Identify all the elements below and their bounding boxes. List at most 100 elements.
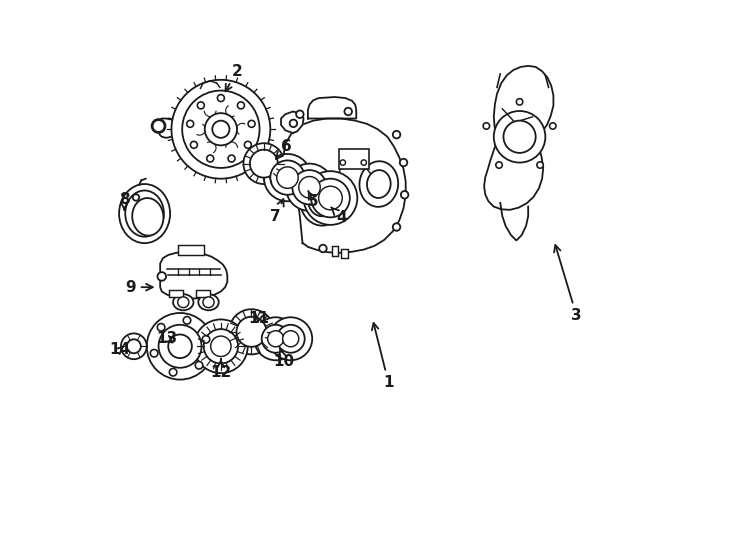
Circle shape: [172, 80, 270, 179]
Circle shape: [133, 194, 139, 201]
Circle shape: [483, 123, 490, 129]
Text: 7: 7: [270, 199, 283, 224]
FancyBboxPatch shape: [332, 246, 338, 256]
Polygon shape: [159, 118, 186, 138]
Circle shape: [311, 179, 350, 218]
Circle shape: [168, 334, 192, 358]
Circle shape: [212, 120, 230, 138]
Circle shape: [393, 223, 400, 231]
Polygon shape: [284, 118, 406, 253]
Circle shape: [400, 159, 407, 166]
Circle shape: [190, 141, 197, 149]
FancyBboxPatch shape: [178, 245, 203, 255]
Ellipse shape: [126, 191, 164, 237]
Circle shape: [290, 119, 297, 127]
Circle shape: [296, 111, 304, 118]
Circle shape: [248, 120, 255, 127]
Circle shape: [537, 162, 543, 168]
Text: 8: 8: [119, 192, 129, 210]
Circle shape: [286, 164, 333, 211]
Text: 13: 13: [156, 331, 178, 346]
Circle shape: [121, 333, 147, 359]
Circle shape: [299, 177, 320, 198]
FancyBboxPatch shape: [170, 291, 183, 297]
Circle shape: [207, 155, 214, 162]
Ellipse shape: [178, 297, 189, 308]
Circle shape: [254, 318, 297, 360]
Circle shape: [237, 102, 244, 109]
Circle shape: [401, 191, 408, 199]
Circle shape: [319, 186, 342, 210]
Text: 3: 3: [554, 245, 582, 323]
Circle shape: [229, 309, 274, 354]
Ellipse shape: [173, 294, 194, 310]
Circle shape: [184, 316, 191, 324]
Circle shape: [157, 323, 165, 331]
Circle shape: [494, 111, 545, 163]
Ellipse shape: [132, 198, 164, 235]
Circle shape: [228, 155, 235, 162]
Ellipse shape: [308, 184, 335, 216]
Ellipse shape: [367, 170, 390, 198]
Text: 9: 9: [126, 280, 153, 295]
Circle shape: [127, 339, 141, 353]
Text: 11: 11: [248, 311, 269, 326]
Text: 1: 1: [372, 323, 393, 390]
Circle shape: [244, 143, 284, 184]
Circle shape: [217, 94, 225, 102]
Circle shape: [262, 325, 290, 353]
Ellipse shape: [119, 184, 170, 243]
FancyBboxPatch shape: [339, 148, 368, 169]
Circle shape: [550, 123, 556, 129]
Polygon shape: [181, 87, 225, 131]
Circle shape: [147, 313, 214, 380]
Circle shape: [268, 330, 284, 347]
Circle shape: [211, 336, 231, 356]
FancyBboxPatch shape: [196, 291, 210, 297]
Ellipse shape: [360, 161, 398, 207]
Circle shape: [292, 170, 327, 205]
Circle shape: [152, 119, 165, 132]
Circle shape: [496, 162, 502, 168]
Ellipse shape: [198, 294, 219, 310]
Text: 14: 14: [109, 342, 131, 357]
Circle shape: [393, 131, 400, 138]
Polygon shape: [308, 97, 356, 118]
Circle shape: [203, 335, 210, 343]
Ellipse shape: [299, 174, 343, 226]
Circle shape: [277, 167, 298, 188]
Circle shape: [195, 361, 203, 369]
Circle shape: [186, 120, 194, 127]
Circle shape: [319, 245, 327, 252]
Circle shape: [158, 272, 166, 281]
Text: 10: 10: [273, 348, 294, 369]
Polygon shape: [281, 112, 304, 133]
Circle shape: [283, 330, 299, 347]
Text: 4: 4: [331, 207, 346, 225]
Text: 5: 5: [308, 191, 319, 209]
FancyBboxPatch shape: [341, 248, 348, 258]
Circle shape: [264, 154, 311, 201]
Circle shape: [205, 113, 237, 145]
Circle shape: [244, 141, 251, 149]
Circle shape: [182, 91, 260, 168]
Circle shape: [203, 329, 238, 363]
Circle shape: [236, 317, 266, 347]
Circle shape: [250, 150, 278, 178]
Circle shape: [270, 160, 305, 195]
Circle shape: [344, 108, 352, 115]
Polygon shape: [160, 252, 228, 299]
Text: 2: 2: [225, 64, 242, 91]
Text: 12: 12: [210, 359, 231, 380]
Circle shape: [159, 325, 202, 368]
Circle shape: [150, 349, 158, 357]
Text: 6: 6: [276, 139, 292, 159]
Circle shape: [194, 320, 248, 373]
Circle shape: [269, 318, 312, 360]
Circle shape: [516, 99, 523, 105]
Circle shape: [277, 325, 305, 353]
Circle shape: [197, 102, 204, 109]
Circle shape: [361, 160, 366, 165]
Circle shape: [304, 171, 357, 225]
Circle shape: [170, 368, 177, 376]
